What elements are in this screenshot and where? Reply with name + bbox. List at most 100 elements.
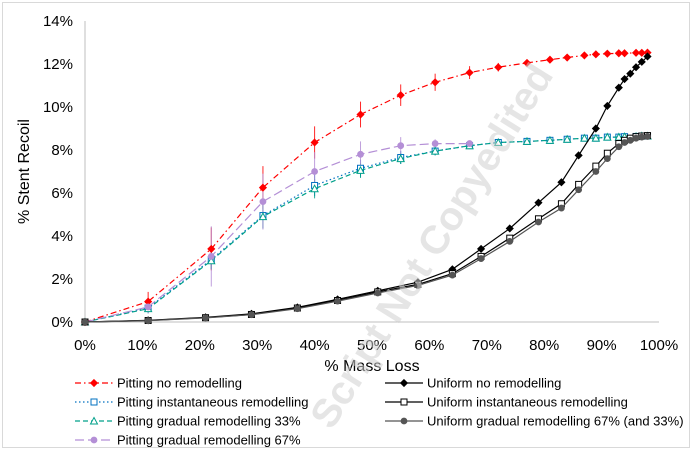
y-axis-title: % Stent Recoil xyxy=(16,119,33,224)
x-tick-label: 80% xyxy=(529,337,559,354)
data-point xyxy=(626,69,635,78)
legend-item: Uniform gradual remodelling 67% (and 33%… xyxy=(385,414,684,429)
data-point xyxy=(545,135,555,144)
data-point xyxy=(397,142,405,150)
data-point xyxy=(557,178,566,187)
legend-label: Pitting gradual remodelling 67% xyxy=(117,433,301,448)
legend-marker xyxy=(89,378,99,388)
data-point xyxy=(603,155,611,163)
data-point xyxy=(505,224,514,233)
x-tick-label: 50% xyxy=(357,337,387,354)
data-point xyxy=(493,137,503,146)
y-tick-label: 14% xyxy=(43,13,73,30)
data-point xyxy=(603,49,612,58)
series-5 xyxy=(80,52,652,327)
line-chart: 0% 10% 20% 30% 40% 50% 60% 70% 80% 90% 100% 0% 2% 4% 6… xyxy=(16,13,684,448)
data-point xyxy=(591,50,600,59)
data-point xyxy=(563,53,572,62)
y-tick-label: 12% xyxy=(43,56,73,73)
legend-label: Pitting instantaneous remodelling xyxy=(117,395,309,410)
data-point xyxy=(144,303,152,311)
data-point xyxy=(334,297,341,305)
legend-label: Pitting gradual remodelling 33% xyxy=(117,414,301,429)
data-point xyxy=(310,184,319,193)
data-point xyxy=(620,74,629,84)
data-point xyxy=(545,55,555,64)
data-point xyxy=(477,255,485,262)
data-point xyxy=(591,133,601,142)
data-point xyxy=(259,198,267,206)
data-point xyxy=(580,51,589,60)
data-point xyxy=(396,91,405,100)
x-tick-label: 20% xyxy=(185,337,215,354)
data-point xyxy=(506,237,514,245)
data-point xyxy=(357,150,364,158)
legend-label: Uniform no remodelling xyxy=(427,376,561,391)
legend-item: Pitting gradual remodelling 67% xyxy=(75,433,301,448)
legend-item: Pitting no remodelling xyxy=(75,376,242,391)
data-point xyxy=(603,132,612,141)
y-tick-label: 2% xyxy=(51,271,73,288)
y-tick-label: 6% xyxy=(51,185,73,202)
series-1 xyxy=(80,48,652,327)
x-tick-label: 10% xyxy=(127,337,157,354)
series-6 xyxy=(81,132,652,326)
legend-item: Pitting instantaneous remodelling xyxy=(75,395,309,410)
data-point xyxy=(621,139,628,146)
data-point xyxy=(476,244,486,253)
data-point xyxy=(144,317,152,325)
x-tick-label: 70% xyxy=(472,337,502,354)
x-tick-label: 60% xyxy=(414,337,444,354)
data-point xyxy=(258,212,268,221)
data-point xyxy=(592,168,600,175)
legend-item: Uniform instantaneous remodelling xyxy=(385,395,628,410)
data-point xyxy=(448,271,456,279)
data-point xyxy=(430,146,440,155)
x-tick-label: 30% xyxy=(242,337,272,354)
data-point xyxy=(580,133,589,142)
series-3 xyxy=(80,131,652,326)
series-group xyxy=(80,48,652,327)
data-point xyxy=(206,256,216,265)
legend-label: Uniform gradual remodelling 67% (and 33%… xyxy=(427,414,684,429)
series-line xyxy=(84,52,648,323)
legend-item: Pitting gradual remodelling 33% xyxy=(75,414,301,429)
data-point xyxy=(431,140,439,147)
data-point xyxy=(637,48,646,57)
legend: Pitting no remodelling Pitting instantane… xyxy=(75,376,684,448)
data-point xyxy=(637,57,646,66)
data-point xyxy=(374,289,382,297)
data-point xyxy=(310,138,319,147)
data-point xyxy=(494,63,503,72)
legend-marker xyxy=(90,398,98,406)
y-tick-label: 0% xyxy=(51,314,73,331)
data-point xyxy=(258,183,268,192)
legend-label: Pitting no remodelling xyxy=(117,376,242,391)
data-point xyxy=(465,68,474,77)
x-axis-title: % Mass Loss xyxy=(324,358,419,375)
data-point xyxy=(293,305,301,313)
data-point xyxy=(644,133,651,140)
legend-item: Uniform no remodelling xyxy=(385,376,561,391)
data-point xyxy=(356,110,365,119)
legend-marker xyxy=(399,378,409,388)
data-point xyxy=(535,218,542,226)
data-point xyxy=(631,63,641,72)
data-point xyxy=(311,168,319,175)
data-point xyxy=(207,253,215,260)
data-point xyxy=(81,318,89,326)
data-point xyxy=(202,314,209,322)
data-point xyxy=(431,78,440,87)
axes: 0% 10% 20% 30% 40% 50% 60% 70% 80% 90% 100% 0% 2% 4% 6… xyxy=(43,13,678,354)
data-point xyxy=(248,311,255,319)
data-point xyxy=(522,58,532,67)
data-point xyxy=(414,282,422,289)
y-tick-label: 8% xyxy=(51,142,73,159)
data-point xyxy=(522,136,532,145)
data-point xyxy=(575,186,583,194)
data-point xyxy=(614,83,623,92)
legend-marker xyxy=(400,417,408,425)
y-tick-label: 4% xyxy=(51,228,73,245)
legend-marker xyxy=(90,436,98,444)
data-point xyxy=(396,154,406,163)
